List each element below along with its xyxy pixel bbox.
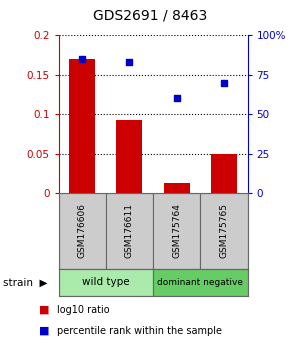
Text: GSM175764: GSM175764 bbox=[172, 204, 181, 258]
Bar bbox=[69, 59, 95, 193]
Text: dominant negative: dominant negative bbox=[157, 278, 243, 287]
Text: GSM176606: GSM176606 bbox=[78, 204, 87, 258]
Bar bbox=[58, 269, 153, 296]
Bar bbox=[200, 193, 247, 269]
Text: ■: ■ bbox=[39, 305, 50, 315]
Bar bbox=[116, 120, 142, 193]
Text: ■: ■ bbox=[39, 326, 50, 336]
Text: GDS2691 / 8463: GDS2691 / 8463 bbox=[93, 9, 207, 23]
Point bbox=[174, 96, 179, 101]
Bar bbox=[106, 193, 153, 269]
Text: strain  ▶: strain ▶ bbox=[3, 277, 47, 287]
Point bbox=[80, 56, 85, 62]
Text: percentile rank within the sample: percentile rank within the sample bbox=[57, 326, 222, 336]
Text: log10 ratio: log10 ratio bbox=[57, 305, 110, 315]
Bar bbox=[164, 183, 190, 193]
Point bbox=[127, 59, 132, 65]
Bar bbox=[153, 193, 200, 269]
Point bbox=[221, 80, 226, 85]
Bar bbox=[58, 193, 106, 269]
Bar bbox=[211, 154, 237, 193]
Text: wild type: wild type bbox=[82, 277, 130, 287]
Text: GSM176611: GSM176611 bbox=[125, 204, 134, 258]
Text: GSM175765: GSM175765 bbox=[219, 204, 228, 258]
Bar bbox=[153, 269, 248, 296]
